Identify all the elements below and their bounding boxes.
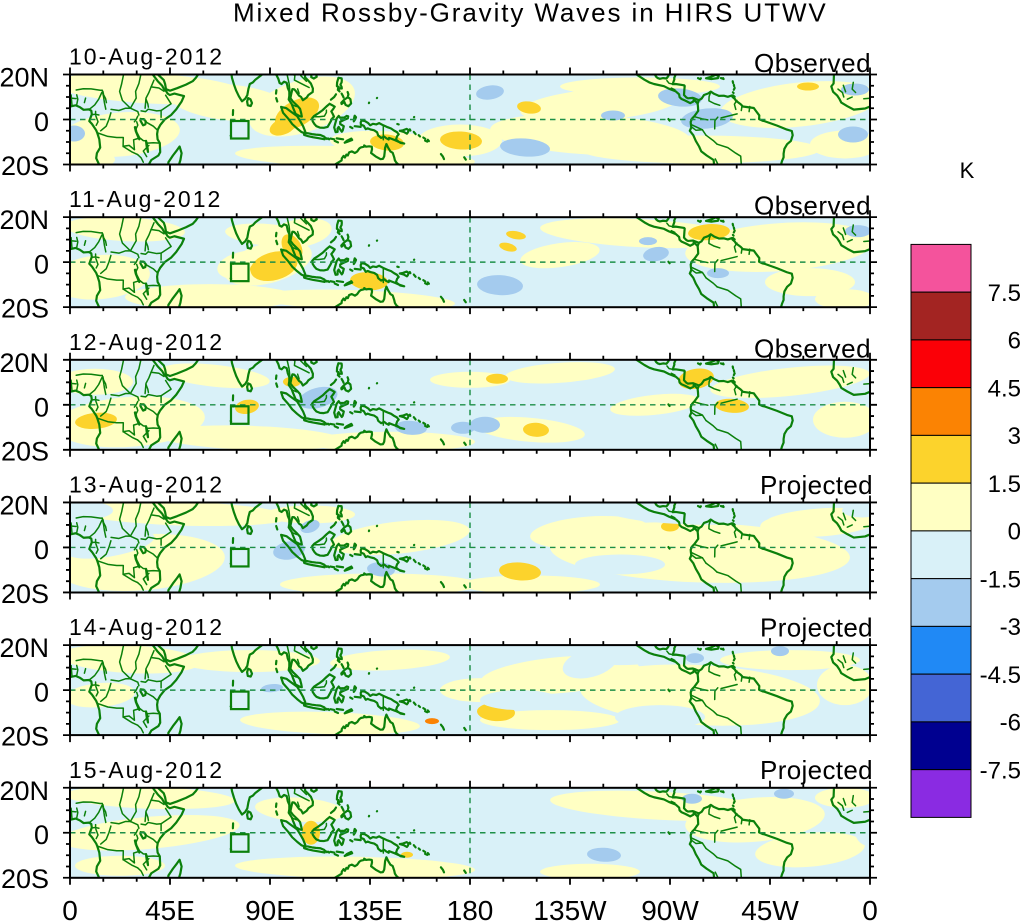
svg-text:20S: 20S xyxy=(1,436,49,466)
svg-text:0: 0 xyxy=(34,392,49,422)
svg-text:7.5: 7.5 xyxy=(988,280,1021,307)
svg-text:0: 0 xyxy=(34,820,49,850)
svg-text:13-Aug-2012: 13-Aug-2012 xyxy=(69,472,224,498)
svg-text:135E: 135E xyxy=(337,895,402,922)
svg-text:Projected: Projected xyxy=(760,613,873,643)
svg-text:20S: 20S xyxy=(1,864,49,894)
svg-text:6: 6 xyxy=(1008,328,1021,355)
svg-text:20S: 20S xyxy=(1,722,49,752)
svg-text:Observed: Observed xyxy=(754,191,871,221)
svg-text:12-Aug-2012: 12-Aug-2012 xyxy=(69,329,224,355)
svg-text:0: 0 xyxy=(62,895,78,922)
svg-text:Projected: Projected xyxy=(760,470,873,500)
svg-text:180: 180 xyxy=(447,895,494,922)
svg-text:10-Aug-2012: 10-Aug-2012 xyxy=(69,44,224,70)
svg-text:20S: 20S xyxy=(1,579,49,609)
svg-text:15-Aug-2012: 15-Aug-2012 xyxy=(69,757,224,783)
svg-text:20N: 20N xyxy=(0,776,49,806)
svg-text:20N: 20N xyxy=(0,205,49,235)
svg-text:K: K xyxy=(960,158,975,183)
svg-text:0: 0 xyxy=(1008,519,1021,546)
svg-text:90W: 90W xyxy=(641,895,699,922)
svg-text:11-Aug-2012: 11-Aug-2012 xyxy=(69,186,222,212)
svg-text:3: 3 xyxy=(1008,423,1021,450)
svg-text:45W: 45W xyxy=(741,895,799,922)
svg-text:0: 0 xyxy=(34,250,49,280)
svg-text:Observed: Observed xyxy=(754,48,871,78)
svg-text:90E: 90E xyxy=(245,895,295,922)
svg-text:20N: 20N xyxy=(0,633,49,663)
svg-text:20S: 20S xyxy=(1,294,49,324)
svg-text:0: 0 xyxy=(34,107,49,137)
svg-text:0: 0 xyxy=(34,678,49,708)
svg-text:20N: 20N xyxy=(0,348,49,378)
svg-text:20N: 20N xyxy=(0,491,49,521)
svg-text:-4.5: -4.5 xyxy=(980,662,1021,689)
svg-text:1.5: 1.5 xyxy=(988,471,1021,498)
svg-text:-6: -6 xyxy=(1000,710,1021,737)
svg-text:Mixed Rossby-Gravity Waves in: Mixed Rossby-Gravity Waves in HIRS UTWV xyxy=(233,0,828,28)
svg-text:Projected: Projected xyxy=(760,755,873,785)
svg-text:14-Aug-2012: 14-Aug-2012 xyxy=(69,614,224,640)
svg-text:0: 0 xyxy=(862,895,878,922)
svg-text:20S: 20S xyxy=(1,151,49,181)
svg-text:-7.5: -7.5 xyxy=(980,757,1021,784)
svg-text:0: 0 xyxy=(34,535,49,565)
svg-text:-1.5: -1.5 xyxy=(980,566,1021,593)
svg-text:20N: 20N xyxy=(0,63,49,93)
svg-text:135W: 135W xyxy=(533,895,607,922)
svg-text:-3: -3 xyxy=(1000,614,1021,641)
svg-text:Observed: Observed xyxy=(754,333,871,363)
svg-text:45E: 45E xyxy=(145,895,195,922)
svg-text:4.5: 4.5 xyxy=(988,375,1021,402)
